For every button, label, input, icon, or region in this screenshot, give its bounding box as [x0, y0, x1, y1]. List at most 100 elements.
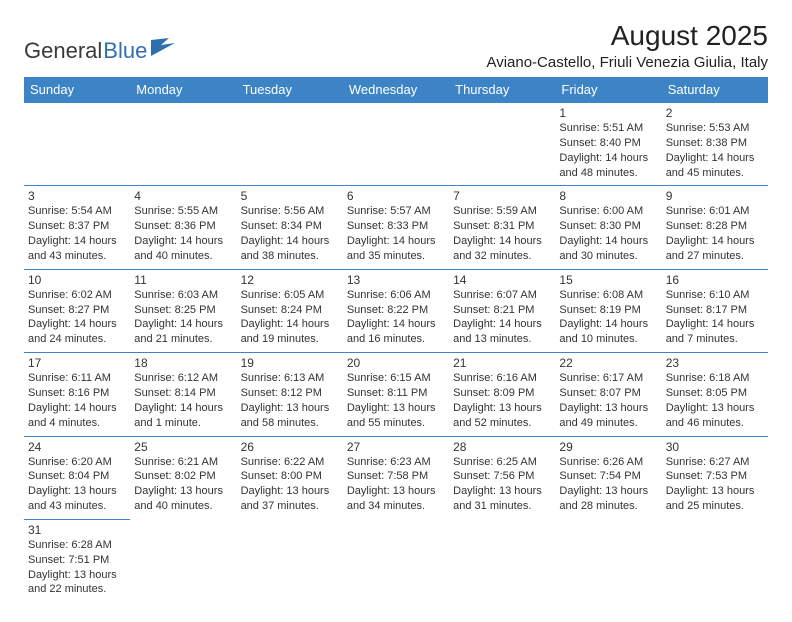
- calendar-day-cell: 2Sunrise: 5:53 AMSunset: 8:38 PMDaylight…: [662, 103, 768, 186]
- daylight-line: Daylight: 13 hours: [666, 484, 764, 499]
- day-number: 2: [666, 106, 764, 120]
- daylight-line: Daylight: 13 hours: [134, 484, 232, 499]
- day-number: 18: [134, 356, 232, 370]
- daylight-line: and 55 minutes.: [347, 416, 445, 431]
- weekday-header: Saturday: [662, 77, 768, 103]
- daylight-line: and 10 minutes.: [559, 332, 657, 347]
- calendar-day-cell: 27Sunrise: 6:23 AMSunset: 7:58 PMDayligh…: [343, 436, 449, 519]
- flag-icon: [151, 38, 177, 61]
- location-subtitle: Aviano-Castello, Friuli Venezia Giulia, …: [486, 54, 768, 71]
- calendar-empty-cell: [343, 103, 449, 186]
- sunset-line: Sunset: 8:40 PM: [559, 136, 657, 151]
- calendar-day-cell: 6Sunrise: 5:57 AMSunset: 8:33 PMDaylight…: [343, 186, 449, 269]
- calendar-day-cell: 15Sunrise: 6:08 AMSunset: 8:19 PMDayligh…: [555, 269, 661, 352]
- daylight-line: Daylight: 14 hours: [134, 234, 232, 249]
- calendar-day-cell: 22Sunrise: 6:17 AMSunset: 8:07 PMDayligh…: [555, 353, 661, 436]
- daylight-line: and 48 minutes.: [559, 166, 657, 181]
- sunrise-line: Sunrise: 6:25 AM: [453, 455, 551, 470]
- sunrise-line: Sunrise: 5:59 AM: [453, 204, 551, 219]
- day-number: 13: [347, 273, 445, 287]
- day-number: 17: [28, 356, 126, 370]
- sunrise-line: Sunrise: 6:23 AM: [347, 455, 445, 470]
- day-number: 31: [28, 523, 126, 537]
- sunrise-line: Sunrise: 6:00 AM: [559, 204, 657, 219]
- day-number: 30: [666, 440, 764, 454]
- daylight-line: Daylight: 13 hours: [347, 484, 445, 499]
- weekday-header: Thursday: [449, 77, 555, 103]
- calendar-day-cell: 25Sunrise: 6:21 AMSunset: 8:02 PMDayligh…: [130, 436, 236, 519]
- daylight-line: Daylight: 13 hours: [28, 484, 126, 499]
- day-number: 20: [347, 356, 445, 370]
- sunset-line: Sunset: 8:17 PM: [666, 303, 764, 318]
- calendar-day-cell: 10Sunrise: 6:02 AMSunset: 8:27 PMDayligh…: [24, 269, 130, 352]
- daylight-line: and 13 minutes.: [453, 332, 551, 347]
- sunrise-line: Sunrise: 6:01 AM: [666, 204, 764, 219]
- daylight-line: and 43 minutes.: [28, 249, 126, 264]
- calendar-day-cell: 23Sunrise: 6:18 AMSunset: 8:05 PMDayligh…: [662, 353, 768, 436]
- daylight-line: and 32 minutes.: [453, 249, 551, 264]
- calendar-week-row: 31Sunrise: 6:28 AMSunset: 7:51 PMDayligh…: [24, 519, 768, 602]
- logo-text-general: General: [24, 38, 102, 64]
- sunrise-line: Sunrise: 6:07 AM: [453, 288, 551, 303]
- weekday-header: Wednesday: [343, 77, 449, 103]
- sunrise-line: Sunrise: 5:55 AM: [134, 204, 232, 219]
- daylight-line: Daylight: 14 hours: [453, 234, 551, 249]
- day-number: 12: [241, 273, 339, 287]
- daylight-line: Daylight: 14 hours: [28, 401, 126, 416]
- title-block: August 2025 Aviano-Castello, Friuli Vene…: [486, 20, 768, 71]
- daylight-line: and 43 minutes.: [28, 499, 126, 514]
- sunrise-line: Sunrise: 5:54 AM: [28, 204, 126, 219]
- daylight-line: Daylight: 14 hours: [347, 234, 445, 249]
- sunrise-line: Sunrise: 6:03 AM: [134, 288, 232, 303]
- daylight-line: Daylight: 14 hours: [347, 317, 445, 332]
- day-number: 25: [134, 440, 232, 454]
- day-number: 3: [28, 189, 126, 203]
- daylight-line: and 7 minutes.: [666, 332, 764, 347]
- sunrise-line: Sunrise: 6:17 AM: [559, 371, 657, 386]
- sunset-line: Sunset: 8:04 PM: [28, 469, 126, 484]
- daylight-line: and 37 minutes.: [241, 499, 339, 514]
- day-number: 15: [559, 273, 657, 287]
- sunrise-line: Sunrise: 6:20 AM: [28, 455, 126, 470]
- daylight-line: Daylight: 13 hours: [559, 484, 657, 499]
- day-number: 4: [134, 189, 232, 203]
- calendar-day-cell: 28Sunrise: 6:25 AMSunset: 7:56 PMDayligh…: [449, 436, 555, 519]
- calendar-day-cell: 20Sunrise: 6:15 AMSunset: 8:11 PMDayligh…: [343, 353, 449, 436]
- daylight-line: and 40 minutes.: [134, 249, 232, 264]
- sunrise-line: Sunrise: 6:27 AM: [666, 455, 764, 470]
- calendar-day-cell: 11Sunrise: 6:03 AMSunset: 8:25 PMDayligh…: [130, 269, 236, 352]
- sunset-line: Sunset: 8:11 PM: [347, 386, 445, 401]
- sunset-line: Sunset: 7:56 PM: [453, 469, 551, 484]
- weekday-header-row: SundayMondayTuesdayWednesdayThursdayFrid…: [24, 77, 768, 103]
- sunset-line: Sunset: 8:21 PM: [453, 303, 551, 318]
- daylight-line: and 38 minutes.: [241, 249, 339, 264]
- calendar-day-cell: 29Sunrise: 6:26 AMSunset: 7:54 PMDayligh…: [555, 436, 661, 519]
- daylight-line: Daylight: 13 hours: [453, 401, 551, 416]
- calendar-day-cell: 1Sunrise: 5:51 AMSunset: 8:40 PMDaylight…: [555, 103, 661, 186]
- calendar-day-cell: 3Sunrise: 5:54 AMSunset: 8:37 PMDaylight…: [24, 186, 130, 269]
- daylight-line: Daylight: 14 hours: [134, 317, 232, 332]
- daylight-line: Daylight: 13 hours: [241, 484, 339, 499]
- daylight-line: Daylight: 13 hours: [666, 401, 764, 416]
- weekday-header: Friday: [555, 77, 661, 103]
- sunrise-line: Sunrise: 6:12 AM: [134, 371, 232, 386]
- daylight-line: and 40 minutes.: [134, 499, 232, 514]
- calendar-empty-cell: [449, 519, 555, 602]
- daylight-line: and 34 minutes.: [347, 499, 445, 514]
- sunrise-line: Sunrise: 6:16 AM: [453, 371, 551, 386]
- sunrise-line: Sunrise: 6:10 AM: [666, 288, 764, 303]
- sunrise-line: Sunrise: 5:53 AM: [666, 121, 764, 136]
- sunset-line: Sunset: 8:16 PM: [28, 386, 126, 401]
- daylight-line: and 22 minutes.: [28, 582, 126, 597]
- calendar-empty-cell: [237, 103, 343, 186]
- sunset-line: Sunset: 8:05 PM: [666, 386, 764, 401]
- daylight-line: Daylight: 14 hours: [666, 234, 764, 249]
- logo-text-blue: Blue: [103, 38, 147, 64]
- calendar-day-cell: 31Sunrise: 6:28 AMSunset: 7:51 PMDayligh…: [24, 519, 130, 602]
- daylight-line: and 58 minutes.: [241, 416, 339, 431]
- sunset-line: Sunset: 8:38 PM: [666, 136, 764, 151]
- day-number: 6: [347, 189, 445, 203]
- calendar-day-cell: 12Sunrise: 6:05 AMSunset: 8:24 PMDayligh…: [237, 269, 343, 352]
- sunset-line: Sunset: 8:24 PM: [241, 303, 339, 318]
- calendar-body: 1Sunrise: 5:51 AMSunset: 8:40 PMDaylight…: [24, 103, 768, 603]
